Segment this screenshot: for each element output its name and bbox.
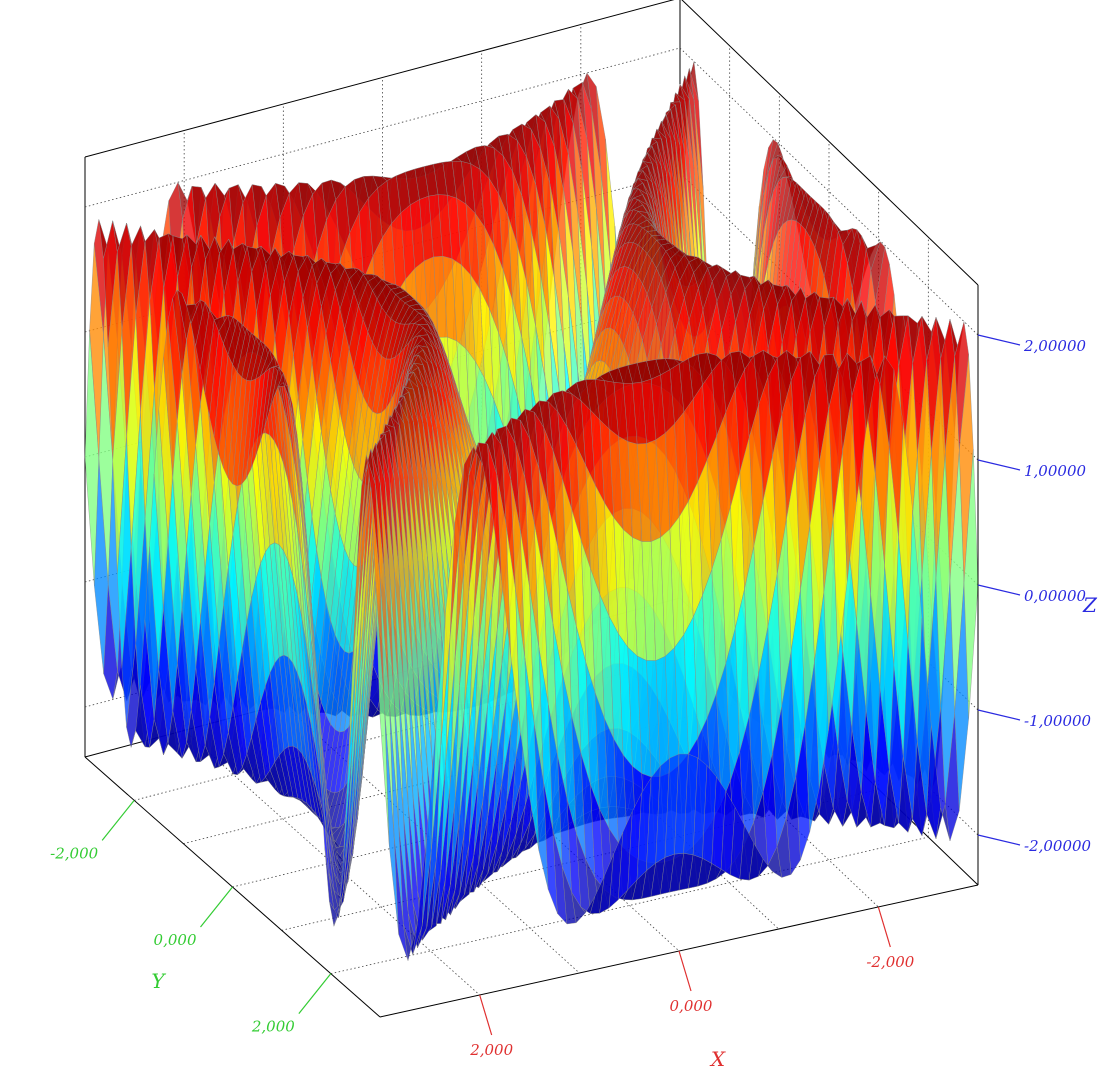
z-axis-label: 0,00000	[1024, 587, 1086, 605]
grid-line	[679, 47, 979, 336]
right-top-edge	[681, 0, 979, 286]
y-axis-label: 2,000	[251, 1018, 295, 1036]
surface-patch	[963, 449, 979, 719]
grid-line	[382, 677, 680, 952]
x-axis-tick	[678, 950, 692, 992]
z-axis-label: 2,00000	[1023, 337, 1086, 355]
y-axis-label: 0,000	[154, 931, 197, 949]
x-axis-title: X	[709, 1047, 726, 1071]
z-axis-tick	[977, 834, 1021, 846]
y-axis-label: -2,000	[50, 844, 98, 862]
x-axis-tick	[479, 994, 493, 1036]
axis-ticks: 2,000 0,000 -2,000 -2,000 0,000 2,000 2,00000 1…	[50, 334, 1092, 1059]
grid-line	[84, 47, 681, 208]
x-axis-label: 2,000	[469, 1041, 513, 1059]
z-axis-title: Z	[1082, 593, 1098, 617]
z-axis-tick	[977, 334, 1021, 346]
surface-mesh	[84, 61, 979, 961]
y-axis-title: Y	[151, 969, 166, 993]
z-axis-tick	[977, 709, 1021, 721]
y-axis-tick	[298, 973, 332, 1015]
z-axis-label: 1,00000	[1024, 462, 1086, 480]
x-axis-label: -2,000	[866, 953, 914, 971]
x-axis-label: 0,000	[670, 997, 713, 1015]
y-axis-tick	[101, 799, 135, 841]
x-axis-tick	[877, 906, 891, 948]
z-axis-label: -1,00000	[1024, 712, 1092, 730]
z-axis-tick	[977, 584, 1021, 596]
z-axis-tick	[977, 459, 1021, 471]
z-axis-label: -2,00000	[1024, 837, 1092, 855]
y-axis-tick	[200, 886, 233, 928]
back-top-edge	[84, 0, 675, 158]
